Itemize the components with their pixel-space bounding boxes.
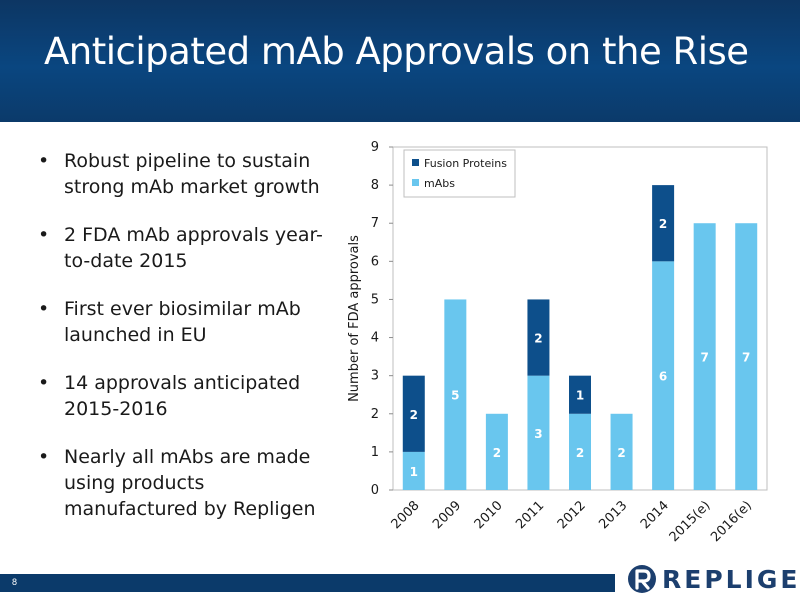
bar-mabs-2013 [610,413,633,490]
bar-fusion-2012 [569,375,591,414]
data-label: 2 [576,446,584,460]
bar-mabs-2009 [444,299,467,490]
x-tick-label: 2012 [555,498,589,532]
y-tick-label: 3 [371,369,379,384]
bullet-text: Robust pipeline to sustain strong mAb ma… [64,150,320,198]
x-tick-label: 2010 [472,498,506,532]
data-label: 2 [617,446,625,460]
bar-mabs-2012 [569,413,591,490]
y-tick-label: 7 [371,216,379,231]
y-tick-label: 2 [371,407,379,422]
legend-swatch-mabs [412,179,419,186]
bar-mabs-2014 [652,261,675,490]
bullet-text: Nearly all mAbs are made using products … [64,446,316,520]
bullet-dot-icon: • [38,150,50,172]
y-tick-label: 0 [371,483,379,498]
legend-box [403,149,516,198]
slide-header: Anticipated mAb Approvals on the Rise [0,0,800,122]
legend-label: mAbs [424,177,455,190]
repligen-logo: REPLIGEN [626,562,800,596]
data-label: 6 [659,370,667,384]
bullet-text: 14 approvals anticipated 2015-2016 [64,372,301,420]
bar-mabs-2008 [402,451,425,490]
bar-mabs-2011 [527,375,550,490]
data-label: 2 [493,446,501,460]
bar-mabs-2016(e) [735,223,758,490]
slide-title: Anticipated mAb Approvals on the Rise [44,30,749,73]
bar-fusion-2014 [652,185,675,262]
bullet-item: • First ever biosimilar mAb launched in E… [36,296,336,348]
approvals-bar-chart: 0 1 2 3 4 5 6 7 8 9 Number of FDA approvals 1 2 2008 5… [347,140,768,545]
y-tick-label: 1 [371,445,379,460]
data-label: 7 [742,351,750,365]
bullet-item: • 14 approvals anticipated 2015-2016 [36,370,336,422]
y-axis-label: Number of FDA approvals [347,235,362,402]
y-tick-label: 4 [371,331,379,346]
bullet-dot-icon: • [38,224,50,246]
data-label: 1 [576,389,584,403]
legend-label: Fusion Proteins [424,157,507,170]
logo-text: REPLIGEN [662,565,800,594]
bullet-text: First ever biosimilar mAb launched in EU [64,298,301,346]
x-tick-label: 2011 [513,498,547,532]
y-tick-label: 8 [371,178,379,193]
data-label: 2 [534,332,542,346]
y-tick-label: 9 [371,140,379,155]
data-label: 2 [410,408,418,422]
bullet-dot-icon: • [38,298,50,320]
bullet-text: 2 FDA mAb approvals year-to-date 2015 [64,224,323,272]
page-number: 8 [12,577,18,587]
footer-bar [0,574,615,592]
y-tick-label: 5 [371,292,379,307]
data-label: 1 [410,465,418,479]
bullet-item: • Nearly all mAbs are made using products… [36,444,336,522]
bullet-item: • Robust pipeline to sustain strong mAb m… [36,148,336,200]
bullet-dot-icon: • [38,446,50,468]
legend-swatch-fusion [412,159,419,166]
x-tick-label: 2013 [596,498,630,532]
x-tick-label: 2014 [638,498,672,532]
bar-fusion-2008 [402,375,425,452]
bar-fusion-2011 [527,299,550,376]
bar-mabs-2015(e) [693,223,716,490]
bullet-dot-icon: • [38,372,50,394]
data-label: 3 [534,427,542,441]
data-label: 2 [659,217,667,231]
bullet-list: • Robust pipeline to sustain strong mAb m… [36,148,336,544]
bullet-item: • 2 FDA mAb approvals year-to-date 2015 [36,222,336,274]
repligen-mark-icon [628,565,656,593]
y-tick-label: 6 [371,254,379,269]
x-tick-label: 2015(e) [667,498,714,545]
x-tick-label: 2008 [389,498,423,532]
data-label: 5 [451,389,459,403]
x-tick-label: 2016(e) [708,498,755,545]
bar-mabs-2010 [485,413,508,490]
data-label: 7 [700,351,708,365]
x-tick-label: 2009 [430,498,464,532]
